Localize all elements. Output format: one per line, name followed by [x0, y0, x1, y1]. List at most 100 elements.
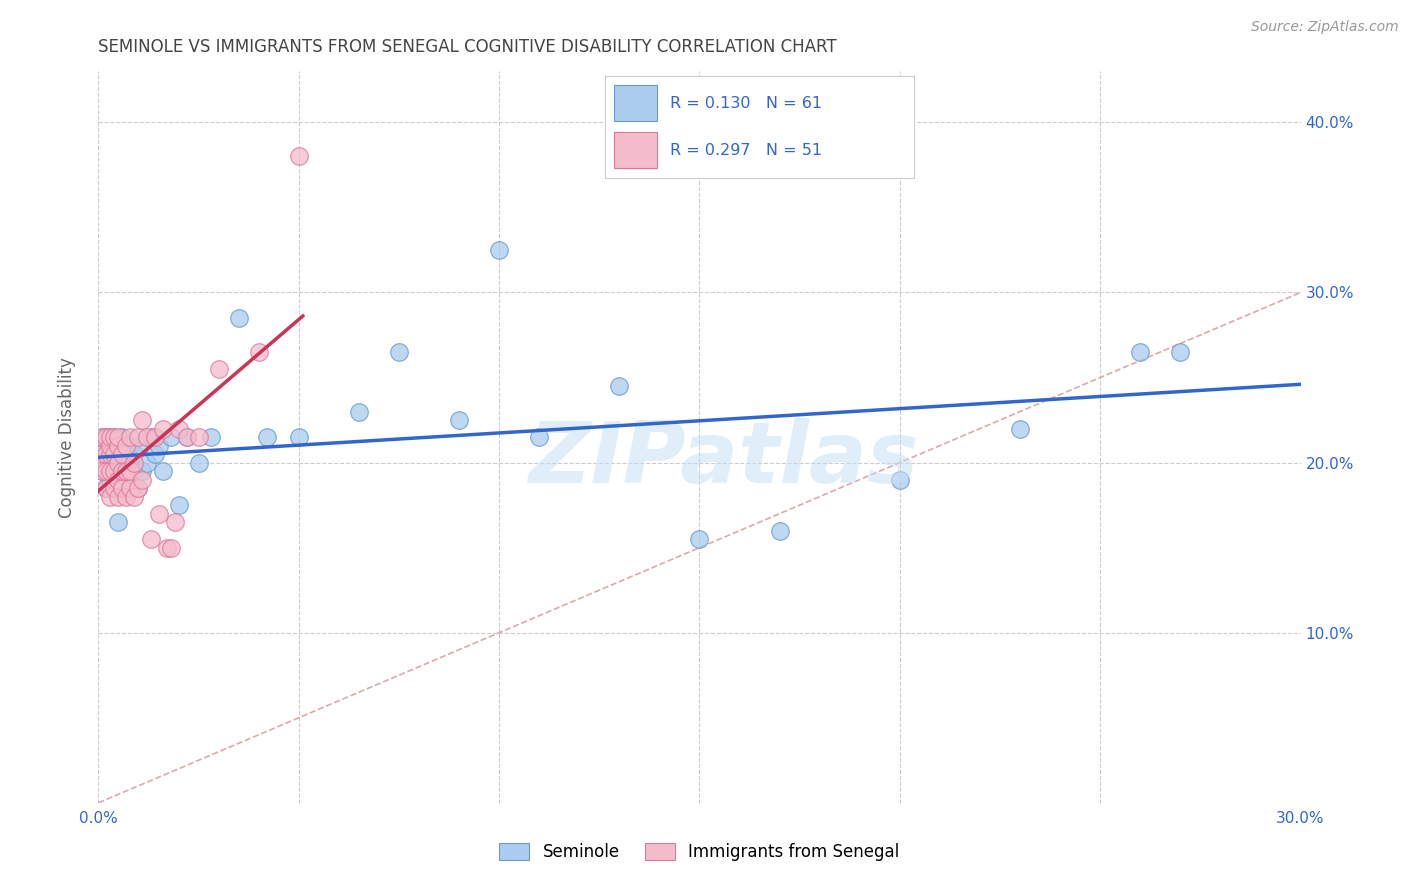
- Point: [115, 473, 138, 487]
- Point: [96, 447, 118, 461]
- Point: [288, 430, 311, 444]
- Point: [124, 464, 146, 478]
- Point: [91, 430, 114, 444]
- Point: [769, 524, 792, 538]
- Point: [103, 447, 125, 461]
- Point: [200, 430, 222, 444]
- Point: [91, 456, 114, 470]
- Point: [124, 456, 146, 470]
- Point: [96, 481, 118, 495]
- Point: [529, 430, 551, 444]
- Bar: [614, 85, 657, 121]
- Point: [115, 447, 138, 461]
- Point: [96, 430, 118, 444]
- Point: [96, 430, 118, 444]
- Point: [176, 430, 198, 444]
- Point: [91, 447, 114, 461]
- Point: [124, 447, 146, 461]
- Point: [139, 532, 162, 546]
- Point: [256, 430, 278, 444]
- Point: [111, 481, 134, 495]
- Point: [155, 541, 177, 555]
- Point: [111, 447, 134, 461]
- Point: [103, 430, 125, 444]
- Point: [107, 447, 129, 461]
- Point: [103, 464, 125, 478]
- Point: [1129, 345, 1152, 359]
- Point: [107, 515, 129, 529]
- Point: [91, 464, 114, 478]
- Point: [163, 515, 186, 529]
- Point: [107, 439, 129, 453]
- Point: [128, 430, 150, 444]
- Point: [159, 430, 181, 444]
- Point: [107, 464, 129, 478]
- Point: [128, 439, 150, 453]
- Point: [187, 456, 209, 470]
- Point: [100, 439, 122, 453]
- Point: [115, 464, 138, 478]
- Point: [148, 507, 170, 521]
- Point: [111, 481, 134, 495]
- Text: R = 0.297   N = 51: R = 0.297 N = 51: [669, 143, 821, 158]
- Point: [889, 473, 911, 487]
- Point: [135, 456, 157, 470]
- Point: [103, 456, 125, 470]
- Point: [120, 456, 142, 470]
- Point: [107, 456, 129, 470]
- Point: [128, 481, 150, 495]
- Point: [100, 430, 122, 444]
- Text: SEMINOLE VS IMMIGRANTS FROM SENEGAL COGNITIVE DISABILITY CORRELATION CHART: SEMINOLE VS IMMIGRANTS FROM SENEGAL COGN…: [98, 38, 837, 56]
- Text: ZIPatlas: ZIPatlas: [529, 417, 918, 500]
- Point: [609, 379, 631, 393]
- Point: [91, 430, 114, 444]
- Point: [115, 490, 138, 504]
- Point: [388, 345, 411, 359]
- Point: [111, 464, 134, 478]
- Point: [107, 430, 129, 444]
- Point: [100, 447, 122, 461]
- Point: [111, 456, 134, 470]
- Text: R = 0.130   N = 61: R = 0.130 N = 61: [669, 95, 821, 111]
- Point: [128, 481, 150, 495]
- Point: [143, 430, 166, 444]
- Point: [143, 447, 166, 461]
- Point: [115, 464, 138, 478]
- Point: [96, 447, 118, 461]
- Point: [100, 439, 122, 453]
- Point: [96, 464, 118, 478]
- Point: [131, 464, 153, 478]
- Point: [107, 439, 129, 453]
- Point: [176, 430, 198, 444]
- Bar: [614, 132, 657, 168]
- Point: [111, 430, 134, 444]
- Point: [167, 421, 190, 435]
- Point: [120, 430, 142, 444]
- Point: [91, 456, 114, 470]
- Point: [91, 464, 114, 478]
- Point: [120, 481, 142, 495]
- Y-axis label: Cognitive Disability: Cognitive Disability: [58, 357, 76, 517]
- Point: [100, 447, 122, 461]
- Point: [159, 541, 181, 555]
- Point: [131, 473, 153, 487]
- Point: [103, 439, 125, 453]
- Point: [1170, 345, 1192, 359]
- Point: [120, 464, 142, 478]
- Point: [228, 311, 250, 326]
- Legend: Seminole, Immigrants from Senegal: Seminole, Immigrants from Senegal: [492, 836, 907, 868]
- Point: [488, 243, 510, 257]
- Point: [447, 413, 470, 427]
- Point: [107, 473, 129, 487]
- Point: [107, 490, 129, 504]
- Point: [100, 430, 122, 444]
- Point: [1010, 421, 1032, 435]
- Point: [96, 481, 118, 495]
- Point: [135, 430, 157, 444]
- Point: [347, 404, 370, 418]
- Point: [103, 430, 125, 444]
- Point: [100, 490, 122, 504]
- Point: [152, 464, 174, 478]
- Point: [148, 439, 170, 453]
- Point: [187, 430, 209, 444]
